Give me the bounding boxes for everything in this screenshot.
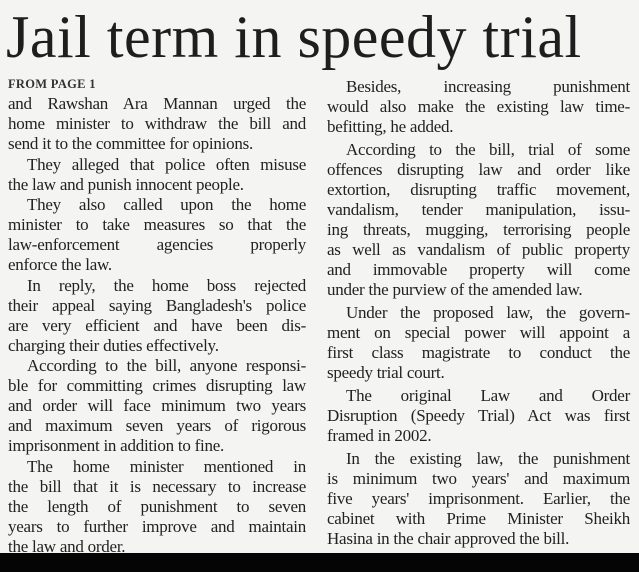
headline: Jail term in speedy trial xyxy=(6,4,582,70)
article-column-right: Besides, increasing punishment would also… xyxy=(327,77,630,549)
text-line: and order will face minimum two years xyxy=(8,396,306,415)
text-line: under the purview of the amended law. xyxy=(327,280,583,299)
text-line: extortion, disrupting traffic movement, xyxy=(327,180,630,199)
text-line: as well as vandalism of public property xyxy=(327,240,630,259)
text-line: In reply, the home boss rejected xyxy=(27,275,306,295)
text-line: Under the proposed law, the govern- xyxy=(346,303,630,322)
text-line: vandalism, tender manipulation, issu- xyxy=(327,200,630,219)
continuation-label: FROM PAGE 1 xyxy=(8,77,96,91)
text-line: the law and order. xyxy=(8,536,126,556)
text-line: Hasina in the chair approved the bill. xyxy=(327,529,570,548)
text-line: speedy trial court. xyxy=(327,363,445,382)
text-line: the bill that it is necessary to increas… xyxy=(8,476,306,496)
paragraph: They also called upon the home minister t… xyxy=(8,195,306,275)
text-line: ing threats, mugging, terrorising people xyxy=(327,220,630,239)
text-line: They alleged that police often misuse xyxy=(27,154,306,174)
bottom-black-bar xyxy=(0,553,639,572)
text-line: and Rawshan Ara Mannan urged the xyxy=(8,94,306,113)
text-line: ble for committing crimes disrupting law xyxy=(8,376,306,395)
text-line: years to further improve and maintain xyxy=(8,516,306,536)
text-line: minister to take measures so that the xyxy=(8,215,306,234)
text-line: cabinet with Prime Minister Sheikh xyxy=(327,509,630,528)
paragraph: In the existing law, the punishment is mi… xyxy=(327,449,630,549)
text-line: and maximum seven years of rigorous xyxy=(8,416,306,435)
paragraph: According to the bill, anyone responsi-b… xyxy=(8,356,306,456)
text-line: send it to the committee for opinions. xyxy=(8,134,253,153)
text-line: offences disrupting law and order like xyxy=(327,160,630,179)
paragraph: They alleged that police often misuse the… xyxy=(8,155,306,195)
text-line: According to the bill, trial of some xyxy=(346,140,630,159)
text-line: Disruption (Speedy Trial) Act was first xyxy=(327,406,630,425)
text-line: The original Law and Order xyxy=(346,386,630,405)
text-line: imprisonment in addition to fine. xyxy=(8,436,225,455)
text-line: In the existing law, the punishment xyxy=(346,449,630,468)
paragraph: The original Law and Order Disruption (Sp… xyxy=(327,386,630,446)
text-line: and immovable property will come xyxy=(327,260,630,279)
text-line: charging their duties effectively. xyxy=(8,335,219,355)
text-line: five years' imprisonment. Earlier, the xyxy=(327,489,630,508)
paragraph: and Rawshan Ara Mannan urged the home min… xyxy=(8,94,306,154)
text-line: the law and punish innocent people. xyxy=(8,174,244,194)
paragraph: In reply, the home boss rejected their ap… xyxy=(8,276,306,356)
text-line: the length of punishment to seven xyxy=(8,496,306,516)
text-line: is minimum two years' and maximum xyxy=(327,469,630,488)
text-line: The home minister mentioned in xyxy=(27,456,306,476)
text-line: Besides, increasing punishment xyxy=(346,77,630,96)
paragraph: Under the proposed law, the govern-ment … xyxy=(327,303,630,383)
text-line: are very efficient and have been dis- xyxy=(8,315,306,335)
text-line: befitting, he added. xyxy=(327,117,454,136)
text-line: home minister to withdraw the bill and xyxy=(8,114,306,133)
text-line: law-enforcement agencies properly xyxy=(8,235,306,254)
text-line: They also called upon the home xyxy=(27,195,306,214)
paragraph: Besides, increasing punishment would also… xyxy=(327,77,630,137)
text-line: their appeal saying Bangladesh's police xyxy=(8,295,306,315)
paragraph: The home minister mentioned in the bill t… xyxy=(8,457,306,557)
text-line: first class magistrate to conduct the xyxy=(327,343,630,362)
text-line: enforce the law. xyxy=(8,255,112,274)
text-line: ment on special power will appoint a xyxy=(327,323,630,342)
article-column-left: and Rawshan Ara Mannan urged the home min… xyxy=(8,94,306,557)
text-line: would also make the existing law time- xyxy=(327,97,630,116)
text-line: According to the bill, anyone responsi- xyxy=(27,356,306,375)
paragraph: According to the bill, trial of some offe… xyxy=(327,140,630,300)
text-line: framed in 2002. xyxy=(327,426,432,445)
